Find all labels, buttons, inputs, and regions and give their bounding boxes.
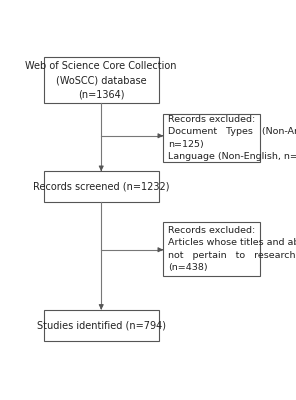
Text: Records screened (n=1232): Records screened (n=1232)	[33, 182, 170, 192]
Text: Records excluded:
Document   Types   (Non-Article,
n=125)
Language (Non-English,: Records excluded: Document Types (Non-Ar…	[168, 115, 296, 161]
FancyBboxPatch shape	[163, 114, 260, 162]
Text: Records excluded:
Articles whose titles and abstracts did
not   pertain   to   r: Records excluded: Articles whose titles …	[168, 226, 296, 272]
Text: Studies identified (n=794): Studies identified (n=794)	[37, 320, 166, 330]
FancyBboxPatch shape	[44, 310, 159, 341]
FancyBboxPatch shape	[44, 57, 159, 104]
Text: Web of Science Core Collection
(WoSCC) database
(n=1364): Web of Science Core Collection (WoSCC) d…	[25, 61, 177, 99]
FancyBboxPatch shape	[163, 222, 260, 276]
FancyBboxPatch shape	[44, 171, 159, 202]
